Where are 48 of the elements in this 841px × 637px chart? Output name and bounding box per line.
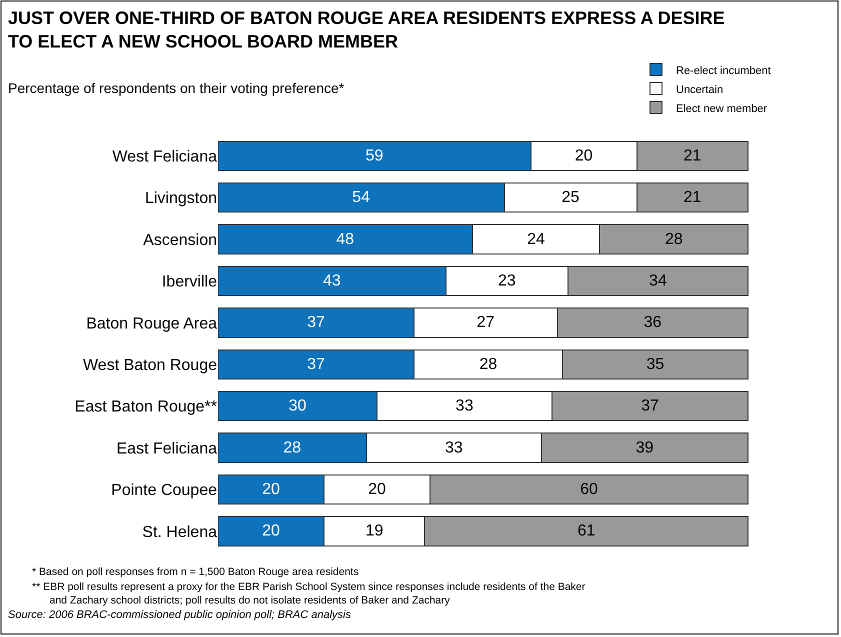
legend-label: Re-elect incumbent [676,64,771,77]
data-label: 23 [498,272,516,290]
legend-label: Uncertain [676,84,724,96]
data-label: 37 [641,398,659,415]
text: ** EBR poll results represent a proxy for the EBR Parish School System since responses include residents of the Baker and Zachary school districts; poll results do not isolate residents of Baker and Zachary [32,581,586,607]
y-tick-label: Ascension [143,232,217,249]
y-tick-label: St. Helena [142,524,218,541]
data-label: 19 [365,522,384,540]
data-label: 34 [649,272,667,290]
data-label: 33 [444,439,463,456]
data-label: 27 [476,314,495,332]
y-tick-label: Baton Rouge Area [86,315,218,332]
y-tick-label: West Baton Rouge [82,356,218,374]
data-label: 39 [636,439,654,456]
y-tick-label: West Feliciana [112,148,218,166]
legend-label: Elect new member [676,102,768,115]
data-label: 28 [479,356,498,373]
y-tick-label: East Feliciana [116,440,218,458]
data-label: 48 [336,230,354,248]
data-label: 37 [307,356,326,373]
data-label: 28 [664,230,683,248]
y-tick-label: Iberville [162,274,218,291]
data-label: 20 [262,522,280,540]
data-label: 35 [646,356,664,373]
chart-subtitle: Percentage of respondents on their voting preference* [8,80,345,96]
data-label: 37 [307,314,326,332]
data-label: 20 [368,480,386,498]
data-label: 43 [323,272,341,290]
data-label: 60 [580,480,598,498]
y-tick-label: Livingston [144,190,217,208]
data-label: 28 [283,439,302,456]
data-label: 24 [527,230,546,248]
data-label: 61 [577,522,596,540]
data-label: 59 [365,147,384,164]
y-tick-label: Pointe Coupee [111,482,218,500]
source-note: Source: 2006 BRAC-commissioned public opinion poll; BRAC analysis [8,609,352,621]
data-label: 33 [456,398,474,415]
data-label: 36 [644,314,662,332]
text: * Based on poll responses from n = 1,500 Baton Rouge area residents [32,566,359,578]
chart-title: JUST OVER ONE-THIRD OF BATON ROUGE AREA RESIDENTS EXPRESS A DESIRE TO ELECT A NEW SCHOOL BOARD MEMBER [8,8,725,52]
data-label: 25 [562,189,580,206]
data-label: 20 [574,147,593,164]
data-label: 54 [352,189,370,206]
data-label: 21 [683,189,702,206]
data-label: 21 [683,147,702,164]
data-label: 30 [288,398,306,415]
y-tick-label: East Baton Rouge** [74,398,217,416]
data-label: 20 [262,480,280,498]
